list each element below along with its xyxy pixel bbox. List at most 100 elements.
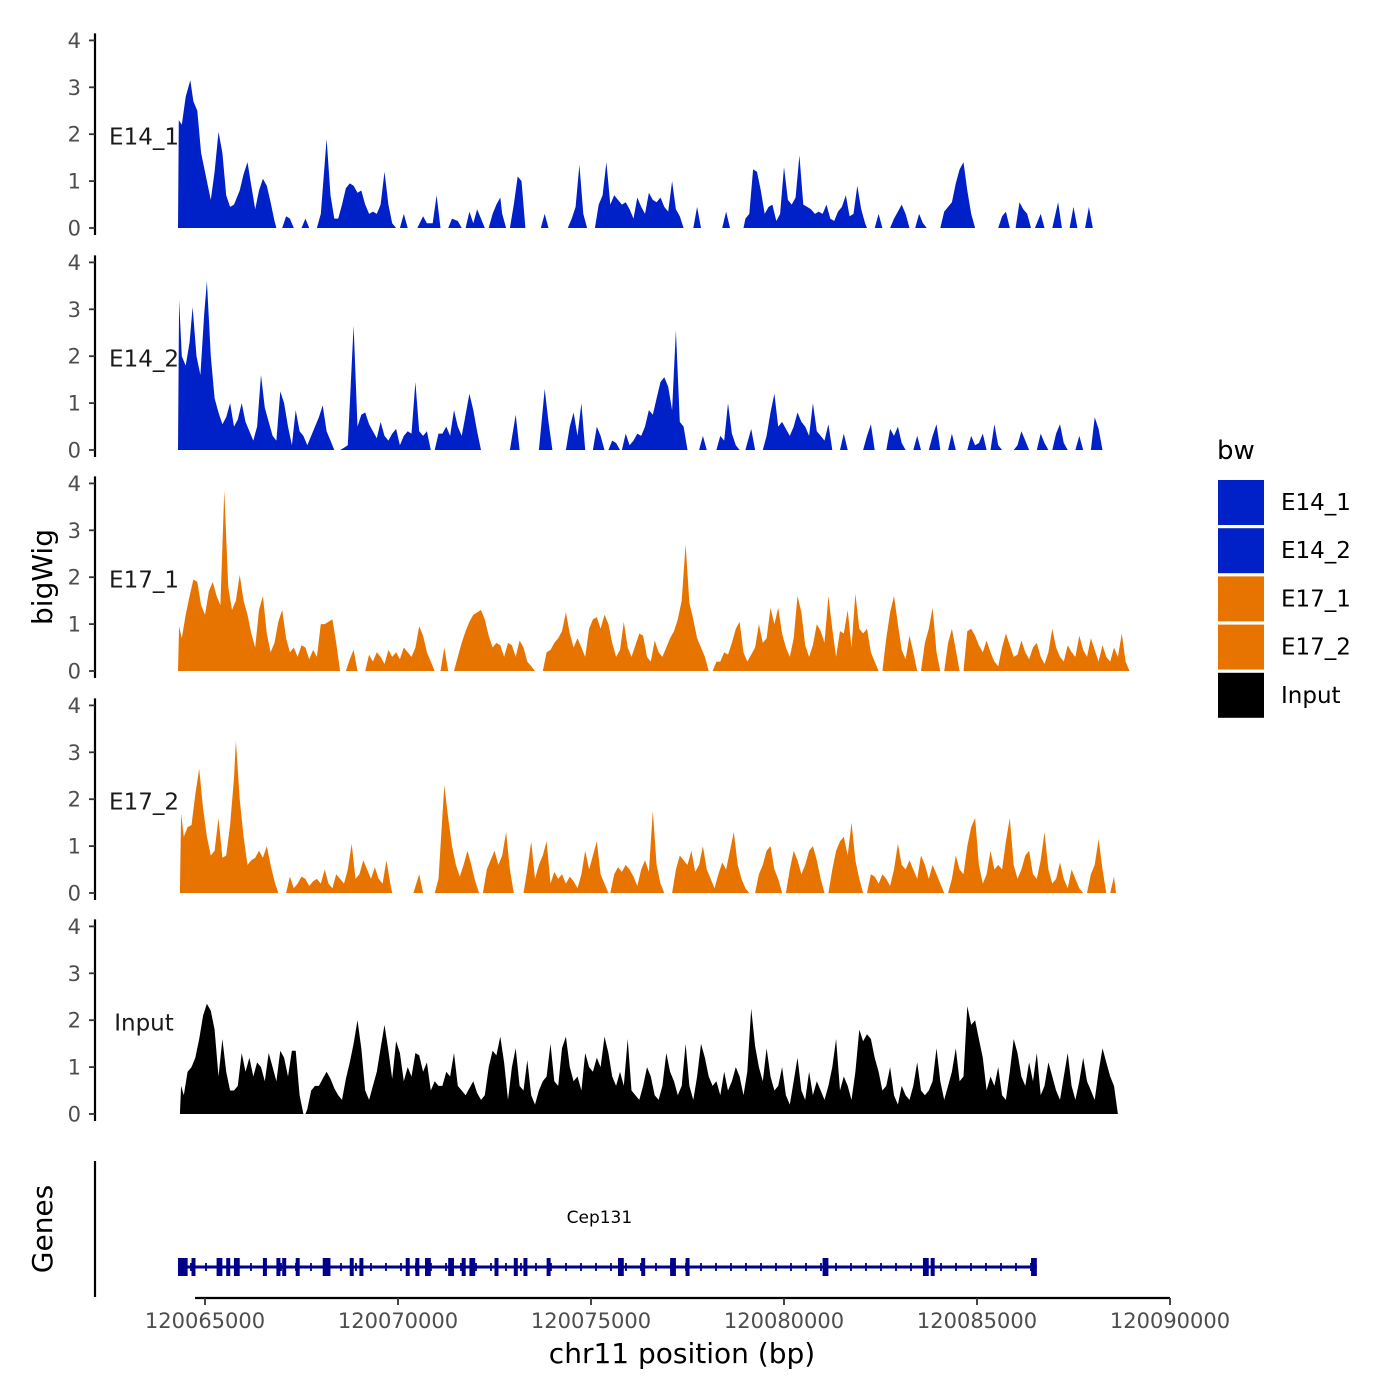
track-label: E14_1 (109, 125, 179, 151)
legend-swatch (1218, 624, 1264, 670)
gene-exon (177, 1258, 188, 1276)
x-tick-label: 120075000 (531, 1309, 651, 1333)
legend-swatch (1218, 672, 1264, 718)
coverage-area-E17_1 (178, 490, 1130, 671)
y-tick-label: 2 (68, 566, 81, 590)
legend-swatch (1218, 528, 1264, 574)
track-E17_2: 0 1 2 3 4 E17_2 (68, 694, 1116, 906)
y-axis-title: bigWig (26, 529, 59, 625)
legend-item: Input (1218, 672, 1341, 718)
y-tick-label: 4 (68, 694, 81, 718)
track-label: Input (114, 1011, 174, 1037)
y-tick-label: 2 (68, 1009, 81, 1033)
gene-exon (546, 1258, 551, 1276)
y-tick-label: 3 (68, 962, 81, 986)
track-Input: 0 1 2 3 4 Input (68, 915, 1118, 1127)
gene-exon (359, 1258, 364, 1276)
y-tick-label: 0 (68, 439, 81, 463)
legend: bw E14_1 E14_2 E17_1 E17_2 Input (1217, 436, 1351, 718)
legend-swatch (1218, 480, 1264, 525)
gene-exon (295, 1258, 300, 1276)
legend-label: E17_1 (1281, 586, 1351, 612)
y-tick-label: 3 (68, 76, 81, 100)
y-tick-label: 0 (68, 1103, 81, 1127)
gene-exon (216, 1258, 223, 1276)
y-tick-label: 1 (68, 1056, 81, 1080)
gene-exon (349, 1258, 354, 1276)
y-tick-label: 1 (68, 170, 81, 194)
y-tick-label: 1 (68, 835, 81, 859)
y-tick-label: 4 (68, 251, 81, 275)
gene-exon (930, 1258, 935, 1276)
gene-exon (513, 1258, 518, 1276)
gene-exon (276, 1258, 281, 1276)
x-tick-label: 120080000 (724, 1309, 844, 1333)
coverage-area-E17_2 (179, 740, 1116, 893)
legend-label: E14_2 (1281, 538, 1351, 564)
track-E14_1: 0 1 2 3 4 E14_1 (68, 29, 1093, 241)
gene-exon (922, 1258, 929, 1276)
legend-item: E17_2 (1218, 624, 1351, 670)
x-tick-label: 120070000 (338, 1309, 458, 1333)
legend-label: Input (1281, 683, 1341, 709)
gene-exon (282, 1258, 287, 1276)
gene-exon (1031, 1258, 1037, 1276)
y-tick-label: 3 (68, 741, 81, 765)
gene-exon (494, 1258, 499, 1276)
legend-item: E14_1 (1218, 480, 1351, 525)
gene-label: Cep131 (567, 1208, 633, 1228)
coverage-area-E14_1 (178, 80, 1093, 228)
x-tick-label: 120085000 (917, 1309, 1037, 1333)
y-tick-label: 0 (68, 217, 81, 241)
track-label: E14_2 (109, 347, 179, 373)
genes-track: Genes Cep131 (26, 1161, 1037, 1297)
gene-exon (191, 1258, 196, 1276)
x-axis-title: chr11 position (bp) (549, 1337, 815, 1370)
x-tick-label: 120090000 (1110, 1309, 1230, 1333)
legend-item: E14_2 (1218, 528, 1351, 574)
track-E17_1: 0 1 2 3 4 E17_1 (68, 472, 1130, 684)
legend-label: E14_1 (1281, 490, 1351, 516)
y-tick-label: 0 (68, 660, 81, 684)
gene-exon (233, 1258, 240, 1276)
gene-exon (415, 1258, 420, 1276)
coverage-area-Input (179, 1003, 1118, 1114)
genes-track-label: Genes (26, 1185, 59, 1273)
gene-exon (685, 1258, 690, 1276)
x-axis: 120065000 120070000 120075000 120080000 1200… (145, 1296, 1230, 1333)
y-tick-label: 0 (68, 882, 81, 906)
legend-swatch (1218, 576, 1264, 622)
gene-exon (405, 1258, 410, 1276)
y-tick-label: 3 (68, 519, 81, 543)
gene-exon (670, 1258, 676, 1276)
gene-exon (448, 1258, 454, 1276)
y-tick-label: 3 (68, 298, 81, 322)
legend-label: E17_2 (1281, 635, 1351, 661)
y-tick-label: 1 (68, 392, 81, 416)
y-tick-label: 2 (68, 788, 81, 812)
x-tick-label: 120065000 (145, 1309, 265, 1333)
gene-exon (262, 1258, 267, 1276)
legend-item: E17_1 (1218, 576, 1351, 622)
y-tick-label: 1 (68, 613, 81, 637)
track-E14_2: 0 1 2 3 4 E14_2 (68, 251, 1103, 463)
gene-exon (226, 1258, 231, 1276)
y-tick-label: 2 (68, 123, 81, 147)
gene-exon (523, 1258, 528, 1276)
coverage-tracks: 0 1 2 3 4 E14_1 0 1 2 3 4 E14_2 0 1 2 3 4 E17_1 0 1 2 3 4 E17_2… (68, 29, 1130, 1127)
y-tick-label: 2 (68, 345, 81, 369)
coverage-area-E14_2 (178, 281, 1103, 450)
gene-exon (425, 1258, 431, 1276)
y-tick-label: 4 (68, 915, 81, 939)
gene-exon (822, 1258, 829, 1276)
gene-exon (641, 1258, 646, 1276)
gene-Cep131: Cep131 (177, 1208, 1037, 1276)
gene-exon (618, 1258, 624, 1276)
y-tick-label: 4 (68, 29, 81, 53)
gene-exon (322, 1258, 331, 1276)
track-label: E17_2 (109, 790, 179, 816)
y-tick-label: 4 (68, 472, 81, 496)
track-label: E17_1 (109, 568, 179, 594)
gene-exon (469, 1258, 476, 1276)
